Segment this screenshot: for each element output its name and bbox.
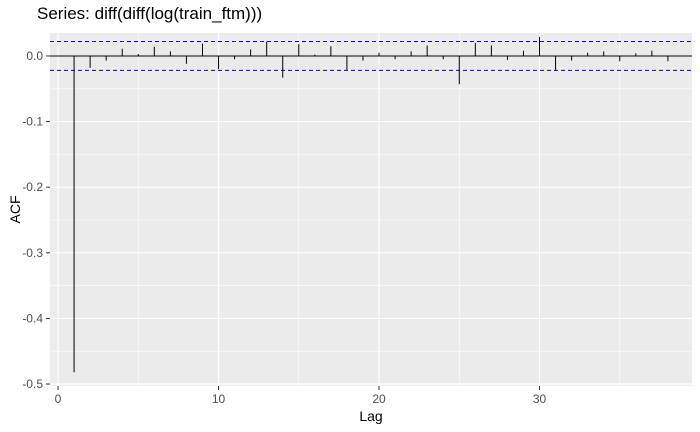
x-axis: 0 10 20 30 <box>55 386 547 406</box>
y-tick-label: -0.4 <box>22 311 43 325</box>
plot-panel <box>50 33 692 386</box>
x-tick-label: 0 <box>55 392 62 406</box>
x-tick-label: 30 <box>533 392 547 406</box>
y-axis-title: ACF <box>7 196 23 224</box>
x-axis-title: Lag <box>359 408 382 424</box>
y-tick-label: -0.5 <box>22 377 43 391</box>
acf-bars <box>73 36 669 373</box>
y-tick-label: -0.3 <box>22 246 43 260</box>
x-tick-label: 20 <box>372 392 386 406</box>
y-axis: 0.0 -0.1 -0.2 -0.3 -0.4 -0.5 <box>22 49 50 391</box>
y-tick-label: -0.1 <box>22 115 43 129</box>
y-tick-label: 0.0 <box>26 49 43 63</box>
y-tick-label: -0.2 <box>22 180 43 194</box>
minor-gridlines <box>50 33 692 386</box>
chart-title: Series: diff(diff(log(train_ftm))) <box>37 4 263 23</box>
x-tick-label: 10 <box>212 392 226 406</box>
confidence-bands <box>50 41 692 71</box>
major-gridlines <box>50 33 692 386</box>
